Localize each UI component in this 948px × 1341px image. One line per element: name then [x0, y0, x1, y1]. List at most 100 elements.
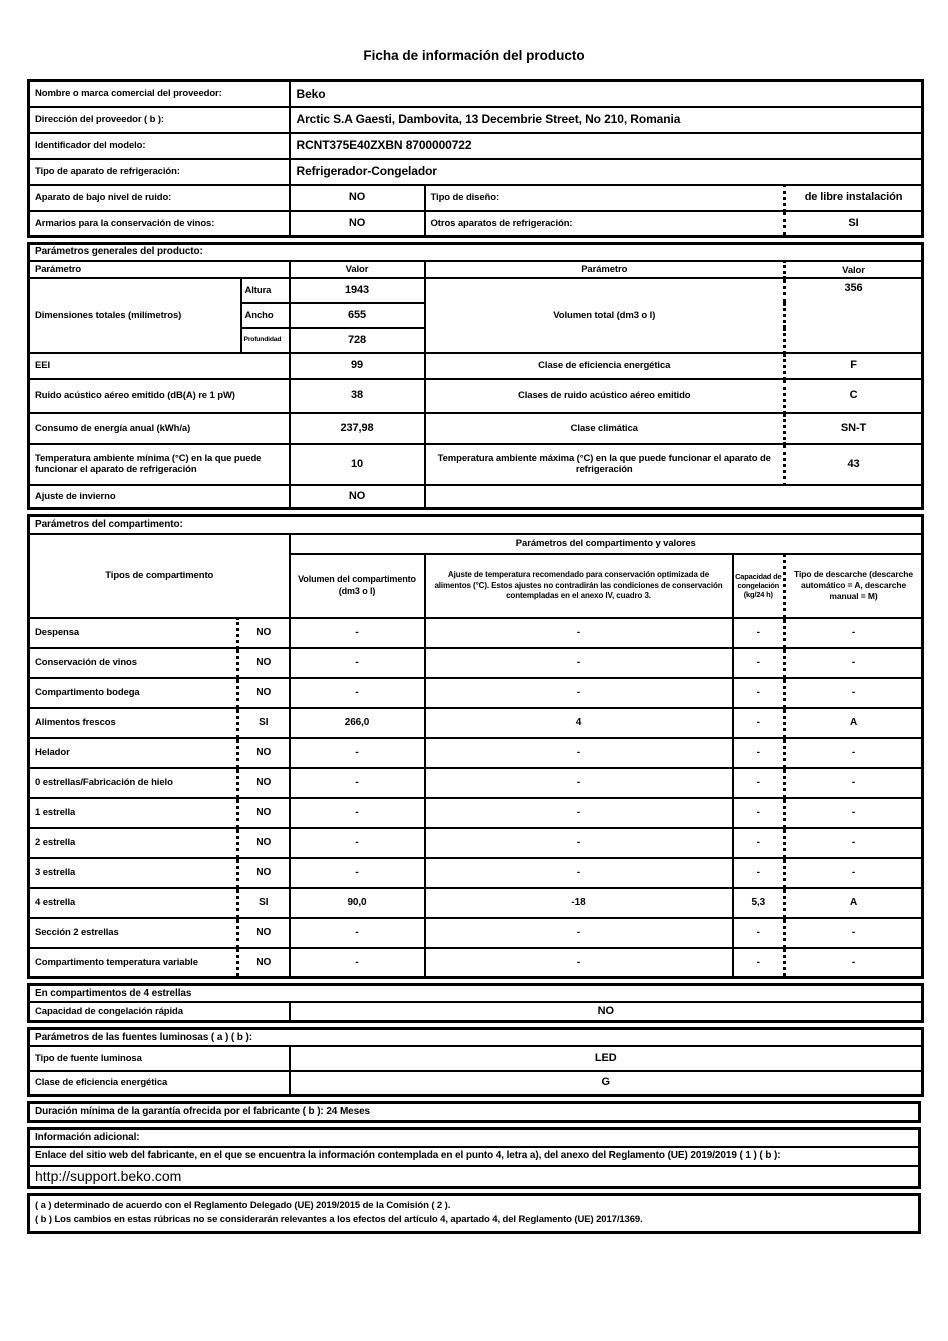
other-appliance-value: SI — [782, 209, 924, 238]
compartment-row: Helador NO - - - - — [27, 736, 924, 769]
compartment-defrost: - — [782, 916, 924, 949]
eei-value: 99 — [288, 351, 426, 380]
min-ambient-temp-label: Temperatura ambiente mínima (°C) en la q… — [27, 442, 291, 486]
compartment-capacity: - — [731, 796, 786, 829]
noise-label: Ruido acústico aéreo emitido (dB(A) re 1… — [27, 377, 291, 414]
compartment-present: NO — [236, 676, 291, 709]
compartment-present: NO — [236, 826, 291, 859]
volume-col-header: Volumen del compartimento (dm3 o l) — [288, 552, 426, 619]
width-value: 655 — [288, 301, 426, 329]
warranty-table: Duración mínima de la garantía ofrecida … — [27, 1101, 921, 1124]
compartment-types-header: Tipos de compartimento — [27, 532, 291, 619]
compartment-present: NO — [236, 856, 291, 889]
compartment-present: NO — [236, 616, 291, 649]
supplier-address-label: Dirección del proveedor ( b ): — [27, 105, 291, 134]
compartment-name: Compartimento bodega — [27, 676, 239, 709]
compartment-volume: - — [288, 916, 426, 949]
design-type-value: de libre instalación — [782, 183, 924, 212]
col-header-value2: Valor — [783, 259, 924, 279]
compartment-volume: - — [288, 946, 426, 979]
light-source-type-value: LED — [288, 1044, 924, 1072]
table-row: Enlace del sitio web del fabricante, en … — [27, 1145, 921, 1167]
noise-value: 38 — [288, 377, 426, 414]
compartment-name: 1 estrella — [27, 796, 239, 829]
table-row: Capacidad de congelación rápida NO — [27, 1000, 924, 1023]
additional-info-table: Información adicional: Enlace del sitio … — [27, 1127, 921, 1190]
table-row: Dimensiones totales (milímetros) Altura … — [27, 276, 924, 354]
noise-class-label: Clases de ruido acústico aéreo emitido — [423, 377, 786, 414]
additional-info-section-title: Información adicional: — [27, 1127, 921, 1148]
compartments-table: Parámetros del compartimento: Tipos de c… — [27, 514, 925, 980]
energy-class-label: Clase de eficiencia energética — [423, 351, 786, 380]
compartment-row: Despensa NO - - - - — [27, 616, 924, 649]
compartment-row: 2 estrella NO - - - - — [27, 826, 924, 859]
table-row: Tipos de compartimento Parámetros del co… — [27, 532, 924, 619]
document-body: Nombre o marca comercial del proveedor: … — [27, 79, 925, 1234]
compartment-defrost: - — [782, 796, 924, 829]
compartment-capacity: - — [731, 736, 786, 769]
compartment-name: Compartimento temperatura variable — [27, 946, 239, 979]
compartment-row: Compartimento temperatura variable NO - … — [27, 946, 924, 979]
compartment-defrost: A — [782, 706, 924, 739]
supplier-table: Nombre o marca comercial del proveedor: … — [27, 79, 925, 238]
compartment-present: NO — [236, 916, 291, 949]
table-row: Parámetros del compartimento: — [27, 514, 924, 535]
compartment-capacity: - — [731, 946, 786, 979]
compartment-temp: - — [423, 946, 734, 979]
table-row: Tipo de fuente luminosa LED — [27, 1044, 924, 1072]
manufacturer-website-link[interactable]: http://support.beko.com — [27, 1164, 921, 1189]
appliance-type-value: Refrigerador-Congelador — [288, 157, 924, 186]
table-row: Parámetros de las fuentes luminosas ( a … — [27, 1027, 924, 1047]
compartment-row: Compartimento bodega NO - - - - — [27, 676, 924, 709]
table-row: Duración mínima de la garantía ofrecida … — [27, 1101, 921, 1123]
energy-consumption-label: Consumo de energía anual (kWh/a) — [27, 411, 291, 445]
supplier-name-value: Beko — [288, 79, 924, 108]
energy-consumption-value: 237,98 — [288, 411, 426, 445]
compartment-temp: - — [423, 736, 734, 769]
compartment-capacity: - — [731, 826, 786, 859]
compartment-present: SI — [236, 706, 291, 739]
compartment-temp: - — [423, 766, 734, 799]
design-type-label: Tipo de diseño: — [423, 183, 786, 212]
light-sources-table: Parámetros de las fuentes luminosas ( a … — [27, 1027, 924, 1098]
empty-cell — [423, 483, 924, 510]
height-label: Altura — [239, 276, 291, 304]
light-sources-section-title: Parámetros de las fuentes luminosas ( a … — [27, 1027, 924, 1047]
noise-class-value: C — [783, 377, 924, 414]
compartment-capacity: - — [731, 616, 786, 649]
compartment-name: 2 estrella — [27, 826, 239, 859]
compartment-capacity: - — [731, 766, 786, 799]
compartment-temp: - — [423, 916, 734, 949]
table-row: En compartimentos de 4 estrellas — [27, 983, 924, 1003]
light-energy-class-label: Clase de eficiencia energética — [27, 1069, 291, 1097]
compartment-present: NO — [236, 736, 291, 769]
supplier-address-value: Arctic S.A Gaesti, Dambovita, 13 Decembr… — [288, 105, 924, 134]
compartment-row: Conservación de vinos NO - - - - — [27, 646, 924, 679]
compartment-defrost: - — [782, 676, 924, 709]
general-section-title: Parámetros generales del producto: — [27, 242, 924, 262]
model-id-label: Identificador del modelo: — [27, 131, 291, 160]
compartment-name: Helador — [27, 736, 239, 769]
compartment-name: Conservación de vinos — [27, 646, 239, 679]
col-header-param2: Parámetro — [423, 259, 786, 279]
compartment-row: 0 estrellas/Fabricación de hielo NO - - … — [27, 766, 924, 799]
light-energy-class-value: G — [288, 1069, 924, 1097]
compartment-defrost: - — [782, 946, 924, 979]
compartment-volume: - — [288, 736, 426, 769]
table-row: Parámetros generales del producto: — [27, 242, 924, 262]
table-row: Nombre o marca comercial del proveedor: … — [27, 79, 924, 108]
compartment-values-header: Parámetros del compartimento y valores — [288, 532, 924, 555]
table-row: EEI 99 Clase de eficiencia energética F — [27, 351, 924, 380]
defrost-type-col-header: Tipo de descarche (descarche automático … — [782, 552, 924, 619]
compartment-name: Sección 2 estrellas — [27, 916, 239, 949]
compartment-temp: - — [423, 856, 734, 889]
table-row: Información adicional: — [27, 1127, 921, 1148]
compartment-name: 3 estrella — [27, 856, 239, 889]
max-ambient-temp-label: Temperatura ambiente máxima (°C) en la q… — [423, 442, 786, 486]
compartment-volume: - — [288, 616, 426, 649]
table-row: Armarios para la conservación de vinos: … — [27, 209, 924, 238]
compartment-row: 3 estrella NO - - - - — [27, 856, 924, 889]
total-volume-label: Volumen total (dm3 o l) — [423, 276, 786, 354]
table-row: Consumo de energía anual (kWh/a) 237,98 … — [27, 411, 924, 445]
col-header-param1: Parámetro — [27, 259, 291, 279]
